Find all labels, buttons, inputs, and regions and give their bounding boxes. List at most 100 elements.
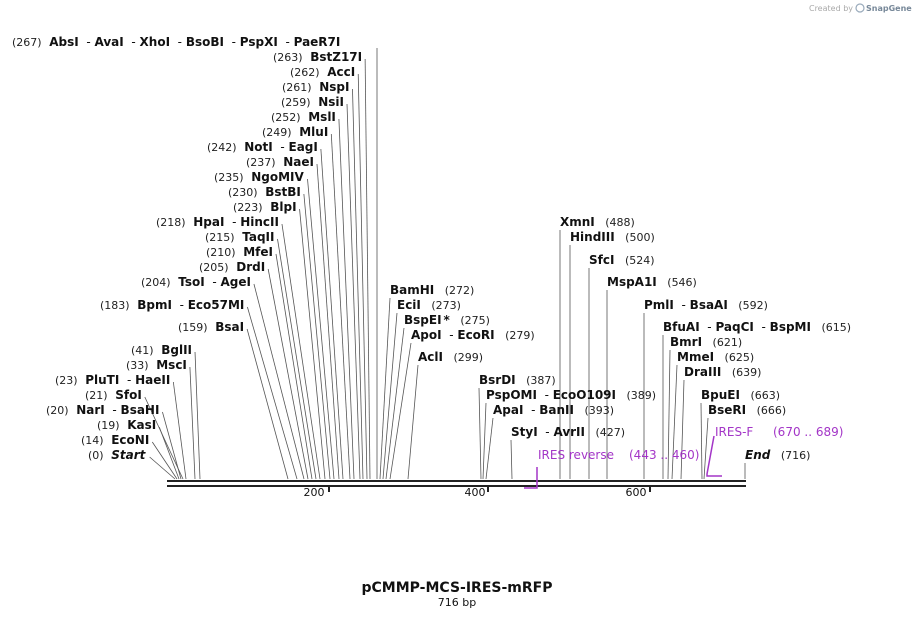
leader-line (389, 342, 412, 480)
site-label-tsoi[interactable]: (204) TsoI - AgeI (141, 275, 251, 289)
site-label-kasi[interactable]: (19) KasI (97, 418, 156, 432)
snapgene-logo-icon: SnapGene (855, 3, 912, 13)
leader-line (478, 387, 482, 480)
site-label-start[interactable]: (0) Start (88, 448, 147, 462)
site-label-econi[interactable]: (14) EcoNI (81, 433, 149, 447)
site-label-bseri[interactable]: BseRI (666) (708, 403, 786, 417)
leader-line (247, 306, 298, 480)
primer-ires-reverse[interactable]: IRES reverse (443 .. 460) (524, 448, 699, 489)
leader-line (320, 148, 344, 480)
site-label-nari[interactable]: (20) NarI - BsaHI (46, 403, 159, 417)
backbone (167, 480, 746, 487)
leader-line (680, 379, 685, 480)
site-label-absi[interactable]: (267) AbsI - AvaI - XhoI - BsoBI - PspXI… (12, 35, 340, 49)
site-label-apoi[interactable]: ApoI - EcoRI (279) (411, 328, 535, 342)
primer-name: IRES-F (715, 425, 753, 439)
leader-line (482, 402, 487, 480)
site-label-msci[interactable]: (33) MscI (126, 358, 187, 372)
site-label-xmni[interactable]: XmnI (488) (560, 215, 635, 229)
site-label-bglii[interactable]: (41) BglII (131, 343, 192, 357)
leader-line (316, 163, 340, 480)
leader-line (485, 417, 494, 480)
site-label-bstbi[interactable]: (230) BstBI (228, 185, 301, 199)
site-label-styi[interactable]: StyI - AvrII (427) (511, 425, 625, 439)
site-label-naei[interactable]: (237) NaeI (246, 155, 314, 169)
site-label-acci[interactable]: (262) AccI (290, 65, 355, 79)
site-labels: (267) AbsI - AvaI - XhoI - BsoBI - PspXI… (12, 35, 851, 462)
leader-line (385, 327, 405, 480)
brand-text: SnapGene (866, 4, 912, 13)
leader-lines (144, 48, 746, 480)
plasmid-length: 716 bp (438, 596, 476, 609)
site-label-apai[interactable]: ApaI - BanII (393) (493, 403, 614, 417)
leader-line (149, 456, 176, 480)
site-label-bsai[interactable]: (159) BsaI (178, 320, 244, 334)
site-label-acli[interactable]: AclI (299) (418, 350, 483, 364)
leader-line (330, 133, 351, 480)
leader-line (667, 349, 671, 480)
leader-line (275, 253, 313, 480)
leader-line (357, 73, 368, 480)
primer-range: (443 .. 460) (629, 448, 699, 462)
leader-line (246, 328, 289, 480)
site-label-drdi[interactable]: (205) DrdI (199, 260, 265, 274)
site-label-mlui[interactable]: (249) MluI (262, 125, 328, 139)
plasmid-title: pCMMP-MCS-IRES-mRFP (362, 580, 553, 596)
site-label-end[interactable]: End (716) (745, 448, 810, 462)
leader-line (158, 426, 180, 480)
leader-line (189, 366, 196, 480)
leader-line (281, 223, 321, 480)
leader-line (407, 364, 419, 480)
leader-line (703, 417, 709, 480)
leader-line (267, 268, 309, 480)
site-label-sfci[interactable]: SfcI (524) (589, 253, 655, 267)
credit-text: Created by (809, 4, 853, 13)
leader-line (364, 58, 371, 480)
leader-line (671, 364, 678, 480)
site-label-pluti[interactable]: (23) PluTI - HaeII (55, 373, 170, 387)
site-label-ngomiv[interactable]: (235) NgoMIV (214, 170, 305, 184)
tick-label: 600 (626, 486, 647, 499)
site-label-ecii[interactable]: EciI (273) (397, 298, 461, 312)
leader-line (194, 351, 201, 480)
site-label-nsii[interactable]: (259) NsiI (281, 95, 344, 109)
leader-line (299, 208, 326, 480)
site-label-noti[interactable]: (242) NotI - EagI (207, 140, 318, 154)
leader-line (382, 312, 398, 480)
site-label-bpmi[interactable]: (183) BpmI - Eco57MI (100, 298, 244, 312)
leader-line (172, 381, 187, 480)
site-label-pspomi[interactable]: PspOMI - EcoO109I (389) (486, 388, 656, 402)
leader-line (346, 103, 361, 480)
site-label-draiii[interactable]: DraIII (639) (684, 365, 761, 379)
leader-line (277, 238, 317, 480)
site-label-bmri[interactable]: BmrI (621) (670, 335, 742, 349)
site-label-bfuai[interactable]: BfuAI - PaqCI - BspMI (615) (663, 320, 851, 334)
leader-line (338, 118, 355, 480)
site-label-mspa1i[interactable]: MspA1I (546) (607, 275, 697, 289)
site-label-pmli[interactable]: PmlI - BsaAI (592) (644, 298, 768, 312)
site-label-bspei[interactable]: BspEI * (275) (404, 313, 490, 327)
primer-name: IRES reverse (538, 448, 614, 462)
tick-label: 400 (465, 486, 486, 499)
site-label-taqii[interactable]: (215) TaqII (205, 230, 275, 244)
site-label-bstz17i[interactable]: (263) BstZ17I (273, 50, 362, 64)
site-label-bpuei[interactable]: BpuEI (663) (701, 388, 780, 402)
leader-line (162, 411, 182, 480)
site-label-hindiii[interactable]: HindIII (500) (570, 230, 655, 244)
leader-line (379, 297, 391, 480)
primer-ires-f[interactable]: IRES-F (670 .. 689) (706, 425, 843, 477)
leader-line (151, 441, 178, 480)
site-label-bamhi[interactable]: BamHI (272) (390, 283, 474, 297)
site-label-sfoi[interactable]: (21) SfoI (85, 388, 142, 402)
site-label-blpi[interactable]: (223) BlpI (233, 200, 297, 214)
site-label-bsrdi[interactable]: BsrDI (387) (479, 373, 556, 387)
leader-line (307, 178, 335, 480)
site-label-msli[interactable]: (252) MslI (271, 110, 336, 124)
primer-range: (670 .. 689) (773, 425, 843, 439)
site-label-hpai[interactable]: (218) HpaI - HincII (156, 215, 279, 229)
leader-line (144, 396, 184, 480)
site-label-mmei[interactable]: MmeI (625) (677, 350, 754, 364)
leader-line (352, 88, 364, 480)
site-label-nspi[interactable]: (261) NspI (282, 80, 349, 94)
site-label-mfei[interactable]: (210) MfeI (206, 245, 273, 259)
